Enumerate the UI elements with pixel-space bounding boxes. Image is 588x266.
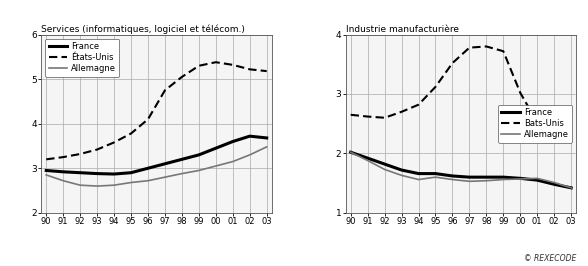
- Bats-Unis: [500, 50, 507, 53]
- Text: Services (informatiques, logiciel et télécom.): Services (informatiques, logiciel et tél…: [41, 24, 245, 34]
- Line: France: France: [350, 152, 571, 188]
- Allemagne: [449, 178, 456, 181]
- Allemagne: [229, 160, 236, 163]
- Allemagne: [145, 179, 152, 182]
- Allemagne: [263, 145, 270, 148]
- Legend: France, Bats-Unis, Allemagne: France, Bats-Unis, Allemagne: [498, 105, 572, 143]
- Allemagne: [517, 177, 524, 181]
- Allemagne: [415, 178, 422, 181]
- États-Unis: [76, 152, 83, 156]
- France: [111, 172, 118, 176]
- Line: Allemagne: Allemagne: [46, 147, 267, 186]
- France: [534, 178, 541, 182]
- France: [398, 168, 405, 172]
- France: [415, 172, 422, 175]
- France: [162, 162, 169, 165]
- France: [567, 186, 574, 189]
- France: [59, 170, 66, 173]
- Allemagne: [128, 181, 135, 184]
- Allemagne: [178, 172, 185, 175]
- France: [381, 163, 388, 166]
- États-Unis: [59, 156, 66, 159]
- Bats-Unis: [483, 45, 490, 48]
- États-Unis: [178, 75, 185, 78]
- Allemagne: [364, 159, 371, 162]
- Allemagne: [381, 168, 388, 171]
- France: [517, 177, 524, 180]
- Bats-Unis: [347, 113, 354, 117]
- Bats-Unis: [534, 121, 541, 124]
- États-Unis: [263, 69, 270, 73]
- Bats-Unis: [398, 110, 405, 113]
- Bats-Unis: [364, 115, 371, 118]
- France: [195, 153, 202, 156]
- Bats-Unis: [415, 103, 422, 106]
- France: [263, 136, 270, 140]
- Bats-Unis: [466, 46, 473, 49]
- États-Unis: [229, 63, 236, 66]
- États-Unis: [246, 68, 253, 71]
- Bats-Unis: [567, 124, 574, 128]
- États-Unis: [195, 64, 202, 67]
- États-Unis: [43, 158, 50, 161]
- Allemagne: [212, 164, 219, 168]
- France: [483, 176, 490, 179]
- Bats-Unis: [449, 61, 456, 65]
- Allemagne: [162, 176, 169, 179]
- Allemagne: [195, 169, 202, 172]
- Allemagne: [567, 186, 574, 189]
- France: [178, 158, 185, 161]
- France: [128, 171, 135, 174]
- États-Unis: [93, 148, 101, 151]
- France: [229, 140, 236, 143]
- Text: Industrie manufacturière: Industrie manufacturière: [346, 25, 459, 34]
- Allemagne: [534, 177, 541, 180]
- États-Unis: [162, 89, 169, 92]
- Bats-Unis: [381, 116, 388, 119]
- Legend: France, États-Unis, Allemagne: France, États-Unis, Allemagne: [45, 39, 119, 77]
- Allemagne: [398, 174, 405, 177]
- Allemagne: [246, 153, 253, 156]
- États-Unis: [128, 132, 135, 135]
- Bats-Unis: [517, 91, 524, 94]
- États-Unis: [145, 118, 152, 121]
- France: [364, 157, 371, 160]
- Allemagne: [347, 151, 354, 154]
- Allemagne: [76, 184, 83, 187]
- France: [145, 167, 152, 170]
- Line: États-Unis: États-Unis: [46, 62, 267, 159]
- États-Unis: [111, 141, 118, 144]
- France: [551, 183, 558, 186]
- Allemagne: [111, 184, 118, 187]
- France: [500, 176, 507, 179]
- Allemagne: [551, 181, 558, 184]
- Allemagne: [93, 185, 101, 188]
- France: [43, 169, 50, 172]
- Allemagne: [466, 180, 473, 183]
- France: [466, 176, 473, 179]
- France: [347, 151, 354, 154]
- France: [432, 172, 439, 175]
- Line: Allemagne: Allemagne: [350, 152, 571, 188]
- Allemagne: [483, 179, 490, 182]
- France: [212, 147, 219, 150]
- France: [76, 171, 83, 174]
- Bats-Unis: [432, 85, 439, 89]
- France: [246, 135, 253, 138]
- Allemagne: [59, 179, 66, 182]
- Allemagne: [432, 176, 439, 179]
- États-Unis: [212, 61, 219, 64]
- Bats-Unis: [551, 124, 558, 128]
- Allemagne: [500, 178, 507, 181]
- Text: © REXECODE: © REXECODE: [524, 254, 576, 263]
- Line: Bats-Unis: Bats-Unis: [350, 47, 571, 126]
- Allemagne: [43, 173, 50, 177]
- France: [93, 172, 101, 175]
- Line: France: France: [46, 136, 267, 174]
- France: [449, 174, 456, 178]
